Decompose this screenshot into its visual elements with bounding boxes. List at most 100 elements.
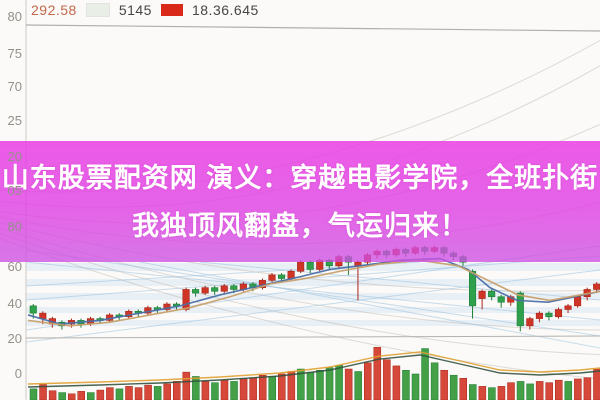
vol-line-dark — [27, 354, 600, 388]
volume-bar — [564, 381, 573, 400]
candle-body — [488, 290, 496, 298]
y-axis-tick-label: 40 — [7, 296, 22, 311]
volume-bar — [583, 377, 592, 400]
candle-body — [478, 290, 486, 299]
candle-body — [535, 312, 543, 319]
volume-bar — [316, 369, 324, 400]
trend-line — [25, 249, 600, 337]
volume-bar — [478, 386, 487, 400]
volume-bar — [268, 376, 276, 400]
trend-line — [199, 261, 600, 301]
volume-bar — [430, 362, 439, 400]
y-axis-tick-label: 60 — [7, 259, 22, 274]
candle-body — [230, 285, 238, 290]
volume-bar — [297, 368, 305, 400]
volume-bar — [402, 369, 410, 400]
volume-bar — [335, 365, 343, 400]
volume-bar — [173, 381, 181, 400]
volume-bar — [287, 371, 296, 400]
legend-price-value: 292.58 — [31, 2, 77, 18]
volume-bar — [411, 373, 420, 400]
volume-bar — [39, 384, 47, 400]
candle-body — [564, 305, 572, 310]
headline-line-2: 我独顶风翻盘，气运归来！ — [132, 211, 468, 241]
volume-bar — [211, 382, 219, 400]
volume-bar — [115, 388, 124, 400]
volume-bar — [96, 389, 105, 400]
volume-bar — [125, 386, 133, 400]
volume-bar — [497, 386, 506, 400]
candle-body — [497, 296, 505, 303]
volume-bar — [249, 377, 257, 400]
headline-line-1: 山东股票配资网 演义：穿越电影学院，全班扑街 — [1, 163, 599, 193]
frame-line-top — [25, 24, 600, 32]
fan-line — [0, 238, 600, 380]
candle-body — [516, 292, 524, 327]
y-axis-tick-label: 75 — [7, 46, 22, 61]
legend-amount-value: 18.36.645 — [191, 2, 259, 18]
volume-bar — [201, 381, 210, 400]
candle-body — [554, 309, 563, 318]
volume-bar — [58, 392, 66, 400]
volume-bar — [488, 387, 496, 400]
chart-legend: 292.58 5145 18.36.645 — [31, 1, 259, 19]
volume-bar — [48, 390, 57, 400]
volume-bar — [574, 378, 582, 400]
y-axis-tick-label: 25 — [7, 113, 22, 128]
volume-bar — [392, 365, 401, 400]
volume-bar — [383, 359, 391, 400]
candle-body — [220, 285, 228, 292]
volume-bar — [469, 384, 477, 400]
y-axis-tick-label: 05 — [7, 183, 22, 198]
candle-body — [297, 261, 305, 272]
volume-bar — [545, 382, 553, 400]
y-axis-tick-label: 20 — [7, 331, 22, 346]
trend-line — [25, 269, 600, 343]
volume-bar — [87, 392, 95, 400]
volume-bar — [373, 347, 382, 400]
volume-bar — [239, 378, 248, 400]
trend-line — [139, 261, 600, 349]
background-stripe — [26, 320, 600, 326]
trend-line — [25, 261, 600, 321]
divider-line — [25, 335, 600, 339]
volume-bar — [325, 367, 334, 400]
candle-body — [277, 274, 286, 279]
volume-bar — [144, 384, 152, 400]
candle-body — [468, 270, 477, 307]
background-stripe — [26, 307, 600, 313]
y-axis-tick-label: 80 — [7, 9, 22, 24]
y-axis-tick-label: 80 — [7, 219, 22, 234]
volume-bar — [354, 371, 362, 400]
legend-volume-swatch-icon — [85, 3, 110, 17]
y-axis-tick-label: 20 — [7, 149, 22, 164]
volume-bar — [67, 393, 76, 400]
ma-blue — [27, 257, 600, 325]
candle-body — [192, 289, 200, 294]
volume-bar — [134, 387, 143, 400]
volume-bar — [77, 391, 85, 400]
candle-body — [29, 305, 37, 314]
trend-line — [25, 255, 600, 301]
volume-bar — [306, 372, 315, 400]
volume-bar — [182, 371, 191, 400]
candle-body — [182, 289, 190, 310]
candle-body — [526, 318, 534, 327]
candle-body — [163, 303, 171, 310]
volume-bar — [449, 374, 458, 400]
volume-bar — [106, 387, 114, 400]
volume-bar — [344, 368, 353, 400]
legend-amount-swatch-icon — [160, 4, 183, 16]
background-stripe — [26, 279, 600, 286]
volume-bar — [29, 388, 38, 400]
candle-body — [545, 312, 553, 318]
volume-bar — [555, 379, 563, 400]
background-stripe — [26, 293, 600, 300]
candle-body — [593, 283, 600, 290]
volume-bar — [516, 381, 525, 400]
volume-bar — [258, 374, 267, 400]
volume-bar — [278, 373, 286, 400]
volume-bar — [440, 369, 448, 400]
volume-bar — [364, 362, 372, 400]
y-axis: 80 75 70 25 20 05 80 60 40 20 0 — [0, 0, 24, 400]
